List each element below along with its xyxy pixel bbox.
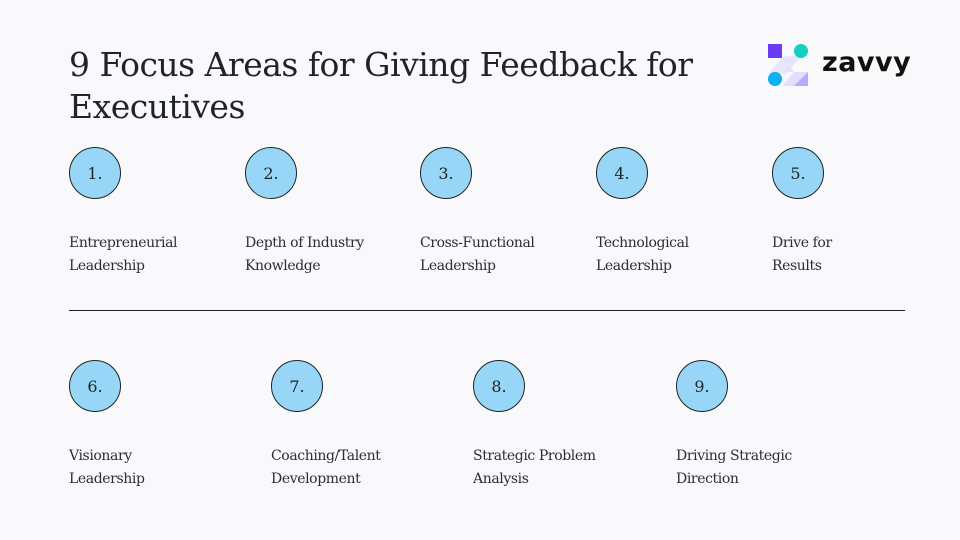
- focus-area-label: Entrepreneurial Leadership: [69, 235, 178, 274]
- focus-area-2: 2. Depth of Industry Knowledge: [245, 147, 405, 278]
- focus-area-label: Technological Leadership: [596, 235, 689, 274]
- section-divider: [69, 310, 905, 311]
- number-badge: 4.: [596, 147, 648, 199]
- number-badge: 1.: [69, 147, 121, 199]
- focus-area-5: 5. Drive for Results: [772, 147, 932, 278]
- zavvy-wordmark: zavvy: [822, 46, 912, 78]
- number-badge: 3.: [420, 147, 472, 199]
- number-badge: 5.: [772, 147, 824, 199]
- focus-area-8: 8. Strategic Problem Analysis: [473, 360, 633, 491]
- focus-area-label: Strategic Problem Analysis: [473, 448, 596, 487]
- focus-area-label: Visionary Leadership: [69, 448, 145, 487]
- focus-area-7: 7. Coaching/Talent Development: [271, 360, 431, 491]
- zavvy-logo: zavvy: [768, 44, 911, 86]
- focus-area-9: 9. Driving Strategic Direction: [676, 360, 836, 491]
- zavvy-logo-icon: [768, 44, 808, 86]
- page-title: 9 Focus Areas for Giving Feedback for Ex…: [69, 45, 693, 126]
- focus-area-3: 3. Cross-Functional Leadership: [420, 147, 580, 278]
- number-badge: 9.: [676, 360, 728, 412]
- focus-area-6: 6. Visionary Leadership: [69, 360, 229, 491]
- focus-area-label: Depth of Industry Knowledge: [245, 235, 364, 274]
- focus-area-label: Drive for Results: [772, 235, 832, 274]
- number-badge: 2.: [245, 147, 297, 199]
- number-badge: 6.: [69, 360, 121, 412]
- focus-area-label: Driving Strategic Direction: [676, 448, 792, 487]
- focus-area-label: Cross-Functional Leadership: [420, 235, 535, 274]
- focus-area-4: 4. Technological Leadership: [596, 147, 756, 278]
- focus-area-1: 1. Entrepreneurial Leadership: [69, 147, 229, 278]
- number-badge: 7.: [271, 360, 323, 412]
- number-badge: 8.: [473, 360, 525, 412]
- focus-area-label: Coaching/Talent Development: [271, 448, 381, 487]
